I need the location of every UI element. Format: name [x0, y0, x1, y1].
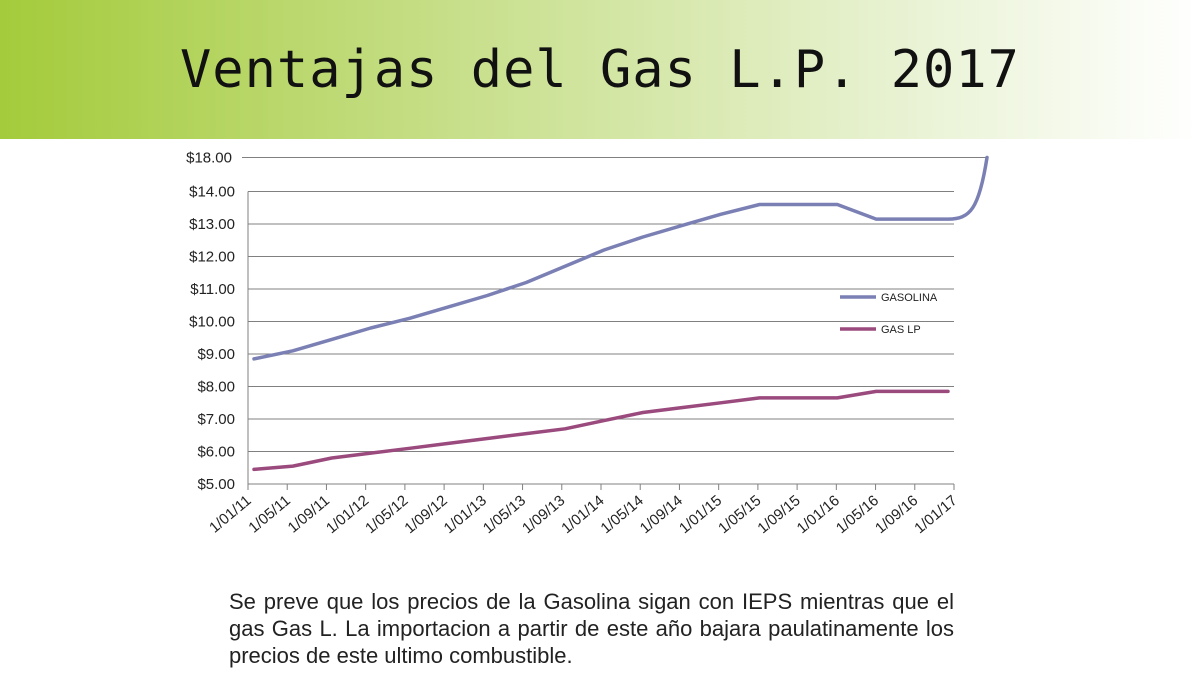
x-tick-label: 1/09/13 [519, 492, 568, 537]
y-tick-label: $8.00 [197, 379, 235, 396]
y-tick-label: $7.00 [197, 411, 235, 428]
y-tick-label: $18.00 [186, 150, 232, 167]
x-tick-label: 1/09/15 [754, 492, 803, 537]
x-tick-label: 1/01/16 [794, 492, 843, 537]
x-tick-label: 1/05/13 [480, 492, 529, 537]
x-tick-label: 1/01/11 [206, 492, 254, 536]
x-tick-label: 1/05/12 [362, 492, 411, 537]
x-tick-label: 1/01/14 [558, 492, 607, 537]
x-tick-label: 1/01/13 [441, 492, 490, 537]
x-tick-label: 1/01/15 [676, 492, 725, 537]
y-tick-label: $9.00 [197, 346, 235, 363]
legend-label: GAS LP [881, 324, 921, 336]
x-tick-label: 1/01/17 [911, 492, 960, 537]
slide-title: Ventajas del Gas L.P. 2017 [180, 40, 1020, 100]
x-tick-label: 1/05/16 [833, 492, 882, 537]
series-line-gasolina [252, 155, 989, 361]
x-tick-label: 1/05/14 [598, 492, 647, 537]
legend-label: GASOLINA [881, 292, 938, 304]
slide-caption: Se preve que los precios de la Gasolina … [229, 589, 954, 668]
y-tick-label: $6.00 [197, 444, 235, 461]
series-line-gas-lp [252, 389, 950, 472]
x-tick-label: 1/09/16 [872, 492, 921, 537]
x-tick-label: 1/09/11 [285, 492, 333, 536]
x-tick-label: 1/09/14 [637, 492, 686, 537]
y-tick-label: $12.00 [189, 249, 235, 266]
price-chart-svg: $5.00 $6.00 $7.00 $8.00 $9.00 $10.00 $11.00 $12… [186, 150, 989, 537]
x-tick-label: 1/05/15 [715, 492, 764, 537]
y-tick-label: $11.00 [190, 281, 235, 298]
header-banner [0, 0, 1200, 139]
x-tick-label: 1/05/11 [245, 492, 293, 536]
x-tick-label: 1/09/12 [401, 492, 450, 537]
y-tick-label: $13.00 [189, 216, 235, 233]
y-tick-label: $5.00 [197, 476, 235, 493]
y-tick-label: $14.00 [189, 184, 235, 201]
x-tick-label: 1/01/12 [323, 492, 372, 537]
price-chart: $5.00 $6.00 $7.00 $8.00 $9.00 $10.00 $11.00 $12… [0, 139, 1200, 579]
y-tick-label: $10.00 [189, 314, 235, 331]
